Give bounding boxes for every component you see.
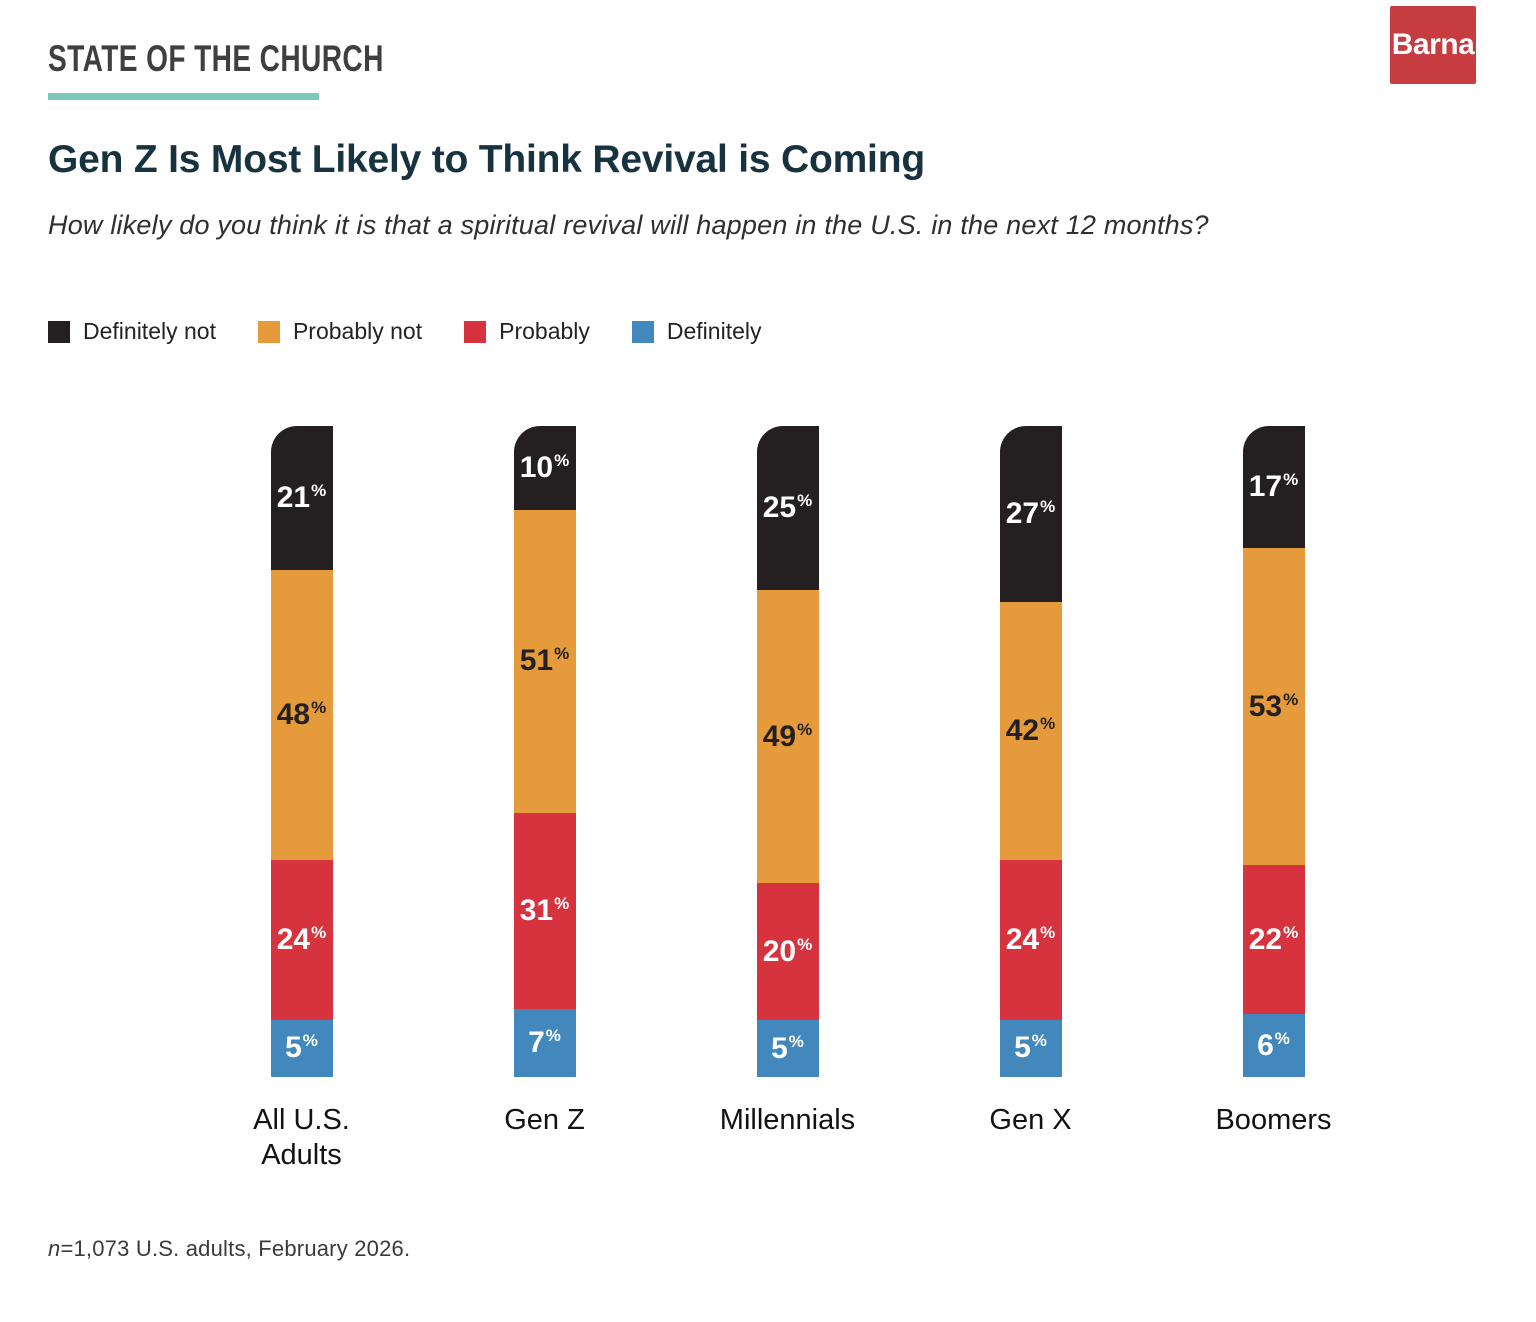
legend: Definitely not Probably not Probably Defini…: [48, 318, 762, 345]
legend-swatch-icon: [48, 320, 70, 343]
stacked-bar: 25% 49% 20% 5%: [756, 426, 819, 1077]
segment-value-label: 5%: [771, 1031, 804, 1065]
bar-column: 25% 49% 20% 5% Millennials: [666, 426, 909, 1174]
kicker-text: STATE OF THE CHURCH: [48, 38, 384, 79]
bar-segment: 51%: [513, 509, 576, 814]
barna-logo: Barna: [1390, 6, 1476, 84]
bar-segment: 10%: [513, 426, 576, 510]
legend-item: Definitely not: [48, 318, 216, 345]
legend-swatch-icon: [257, 320, 280, 343]
legend-label: Probably not: [292, 318, 423, 344]
legend-label: Definitely not: [83, 318, 216, 344]
segment-value-label: 48%: [276, 697, 327, 731]
bar-segment: 17%: [1242, 426, 1305, 549]
segment-value-label: 5%: [1014, 1031, 1047, 1065]
bar-segment: 21%: [270, 426, 333, 570]
segment-value-label: 27%: [1005, 497, 1056, 531]
category-label: All U.S. Adults: [253, 1104, 350, 1172]
page-title: Gen Z Is Most Likely to Think Revival is…: [48, 138, 925, 181]
barna-logo-text: Barna: [1391, 28, 1475, 61]
segment-value-label: 42%: [1005, 714, 1056, 748]
legend-swatch-icon: [464, 320, 487, 343]
bar-segment: 5%: [756, 1020, 819, 1077]
bar-segment: 22%: [1242, 865, 1305, 1015]
segment-value-label: 21%: [276, 480, 327, 514]
segment-value-label: 53%: [1248, 689, 1299, 723]
legend-label: Definitely: [666, 318, 762, 344]
bar-segment: 53%: [1242, 548, 1305, 866]
bar-segment: 27%: [999, 426, 1062, 603]
legend-item: Definitely: [631, 318, 762, 345]
segment-value-label: 49%: [762, 719, 813, 753]
bar-segment: 5%: [999, 1019, 1062, 1077]
segment-value-label: 7%: [528, 1026, 561, 1060]
segment-value-label: 31%: [519, 894, 570, 928]
category-label: Gen X: [989, 1104, 1072, 1136]
segment-value-label: 24%: [1005, 922, 1056, 956]
segment-value-label: 10%: [519, 450, 570, 484]
segment-value-label: 5%: [285, 1031, 318, 1065]
legend-item: Probably not: [257, 318, 423, 345]
bar-segment: 24%: [270, 859, 333, 1020]
stacked-bar: 17% 53% 22% 6%: [1242, 426, 1305, 1077]
stacked-bar: 21% 48% 24% 5%: [270, 426, 333, 1077]
category-label: Gen Z: [504, 1104, 585, 1136]
bar-segment: 5%: [270, 1019, 333, 1077]
segment-value-label: 20%: [762, 934, 813, 968]
category-label: Boomers: [1215, 1104, 1332, 1136]
bar-segment: 48%: [270, 569, 333, 860]
bar-segment: 42%: [999, 602, 1062, 860]
bar-column: 27% 42% 24% 5% Gen X: [909, 426, 1152, 1174]
chart: 21% 48% 24% 5% All U.S. Adults 10% 51% 31% 7% Gen…: [180, 426, 1395, 1174]
sample-footnote: n=1,073 U.S. adults, February 2026.: [48, 1236, 411, 1261]
bar-column: 21% 48% 24% 5% All U.S. Adults: [180, 426, 423, 1174]
brand-kicker-block: STATE OF THE CHURCH: [48, 38, 490, 100]
segment-value-label: 6%: [1257, 1028, 1290, 1062]
segment-value-label: 51%: [519, 644, 570, 678]
segment-value-label: 25%: [762, 491, 813, 525]
category-label: Millennials: [719, 1104, 856, 1136]
legend-item: Probably: [464, 318, 590, 345]
bar-segment: 49%: [756, 590, 819, 883]
bar-column: 17% 53% 22% 6% Boomers: [1152, 426, 1395, 1174]
kicker-underline: [48, 93, 319, 100]
bar-segment: 7%: [513, 1009, 576, 1077]
bar-segment: 6%: [1242, 1014, 1305, 1077]
legend-label: Probably: [499, 318, 590, 344]
bar-segment: 25%: [756, 426, 819, 591]
stacked-bar: 10% 51% 31% 7%: [513, 426, 576, 1077]
legend-swatch-icon: [631, 320, 654, 343]
bar-segment: 24%: [999, 859, 1062, 1020]
bar-column: 10% 51% 31% 7% Gen Z: [423, 426, 666, 1174]
chart-question-subtitle: How likely do you think it is that a spi…: [48, 210, 1209, 240]
segment-value-label: 17%: [1248, 470, 1299, 504]
bar-segment: 31%: [513, 813, 576, 1010]
stacked-bar: 27% 42% 24% 5%: [999, 426, 1062, 1077]
segment-value-label: 22%: [1248, 922, 1299, 956]
bar-segment: 20%: [756, 882, 819, 1021]
segment-value-label: 24%: [276, 922, 327, 956]
